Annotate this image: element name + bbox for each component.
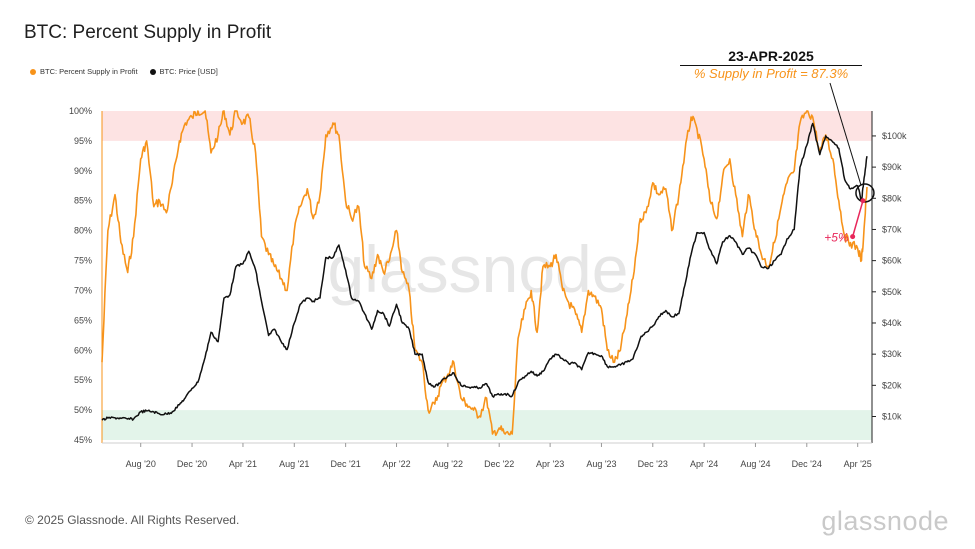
- right-tick-label: $50k: [882, 287, 902, 297]
- x-tick-label: Apr '25: [844, 459, 872, 469]
- series-group: [101, 110, 868, 437]
- left-tick-label: 75%: [74, 256, 92, 266]
- left-tick-label: 60%: [74, 345, 92, 355]
- x-tick-label: Dec '24: [792, 459, 822, 469]
- left-tick-label: 55%: [74, 375, 92, 385]
- legend: BTC: Percent Supply in Profit BTC: Price…: [30, 67, 218, 76]
- left-tick-label: 85%: [74, 196, 92, 206]
- annotation-pointer-line: [829, 82, 862, 186]
- x-tick-label: Aug '22: [433, 459, 463, 469]
- legend-item-supply[interactable]: BTC: Percent Supply in Profit: [30, 67, 138, 76]
- brand-logo: glassnode: [821, 506, 949, 536]
- band-0: [102, 111, 872, 141]
- x-tick-label: Apr '23: [536, 459, 564, 469]
- left-tick-label: 100%: [69, 106, 92, 116]
- right-tick-label: $30k: [882, 349, 902, 359]
- x-tick-label: Aug '20: [126, 459, 156, 469]
- left-tick-label: 45%: [74, 435, 92, 445]
- threshold-bands: [102, 111, 872, 441]
- x-axis: Aug '20 Dec '20 Apr '21 Aug '21 Dec '21 Apr '…: [102, 442, 872, 469]
- legend-dot-supply: [30, 68, 36, 75]
- x-tick-label: Apr '24: [690, 459, 718, 469]
- x-tick-label: Dec '20: [177, 459, 207, 469]
- x-tick-label: Aug '21: [279, 459, 309, 469]
- change-start-marker: [850, 234, 856, 240]
- x-tick-label: Apr '22: [382, 459, 410, 469]
- legend-dot-price: [149, 68, 156, 75]
- copyright-footer: © 2025 Glassnode. All Rights Reserved.: [25, 513, 240, 527]
- right-tick-label: $70k: [882, 224, 902, 234]
- change-percent-label: +5%: [824, 231, 849, 245]
- x-tick-label: Aug '23: [586, 459, 616, 469]
- legend-label-supply: BTC: Percent Supply in Profit: [40, 67, 138, 76]
- left-axis: 45% 50% 55% 60% 65% 70% 75% 80% 85% 90% 95% 100%: [69, 106, 103, 445]
- right-tick-label: $100k: [882, 131, 907, 141]
- change-end-marker: [860, 198, 866, 204]
- annotation-overlay: +5%: [824, 82, 875, 245]
- series-line-price: [101, 122, 868, 421]
- chart-title: BTC: Percent Supply in Profit: [24, 22, 272, 43]
- x-tick-label: Dec '23: [638, 459, 668, 469]
- annotation-date: 23-APR-2025: [680, 48, 862, 66]
- legend-label-price: BTC: Price [USD]: [159, 67, 218, 76]
- series-line-supply-in-profit: [101, 110, 868, 437]
- left-tick-label: 90%: [74, 166, 92, 176]
- change-connector-line: [851, 200, 864, 237]
- left-tick-label: 95%: [74, 136, 92, 146]
- right-tick-label: $90k: [882, 162, 902, 172]
- left-tick-label: 80%: [74, 226, 92, 236]
- right-tick-label: $80k: [882, 193, 902, 203]
- right-tick-label: $40k: [882, 318, 902, 328]
- x-tick-label: Dec '21: [331, 459, 361, 469]
- x-tick-label: Dec '22: [484, 459, 514, 469]
- legend-item-price[interactable]: BTC: Price [USD]: [149, 67, 218, 76]
- right-tick-label: $20k: [882, 380, 902, 390]
- right-tick-label: $60k: [882, 256, 902, 266]
- x-tick-label: Aug '24: [740, 459, 770, 469]
- annotation: 23-APR-2025 % Supply in Profit = 87.3%: [680, 48, 862, 81]
- annotation-text: % Supply in Profit = 87.3%: [693, 66, 849, 81]
- x-tick-label: Apr '21: [229, 459, 257, 469]
- left-tick-label: 70%: [74, 285, 92, 295]
- band-1: [102, 410, 872, 441]
- left-tick-label: 65%: [74, 315, 92, 325]
- right-axis: $10k $20k $30k $40k $50k $60k $70k $80k $90k $100…: [871, 111, 907, 443]
- watermark-text: glassnode: [328, 232, 629, 306]
- right-tick-label: $10k: [882, 412, 902, 422]
- left-tick-label: 50%: [74, 405, 92, 415]
